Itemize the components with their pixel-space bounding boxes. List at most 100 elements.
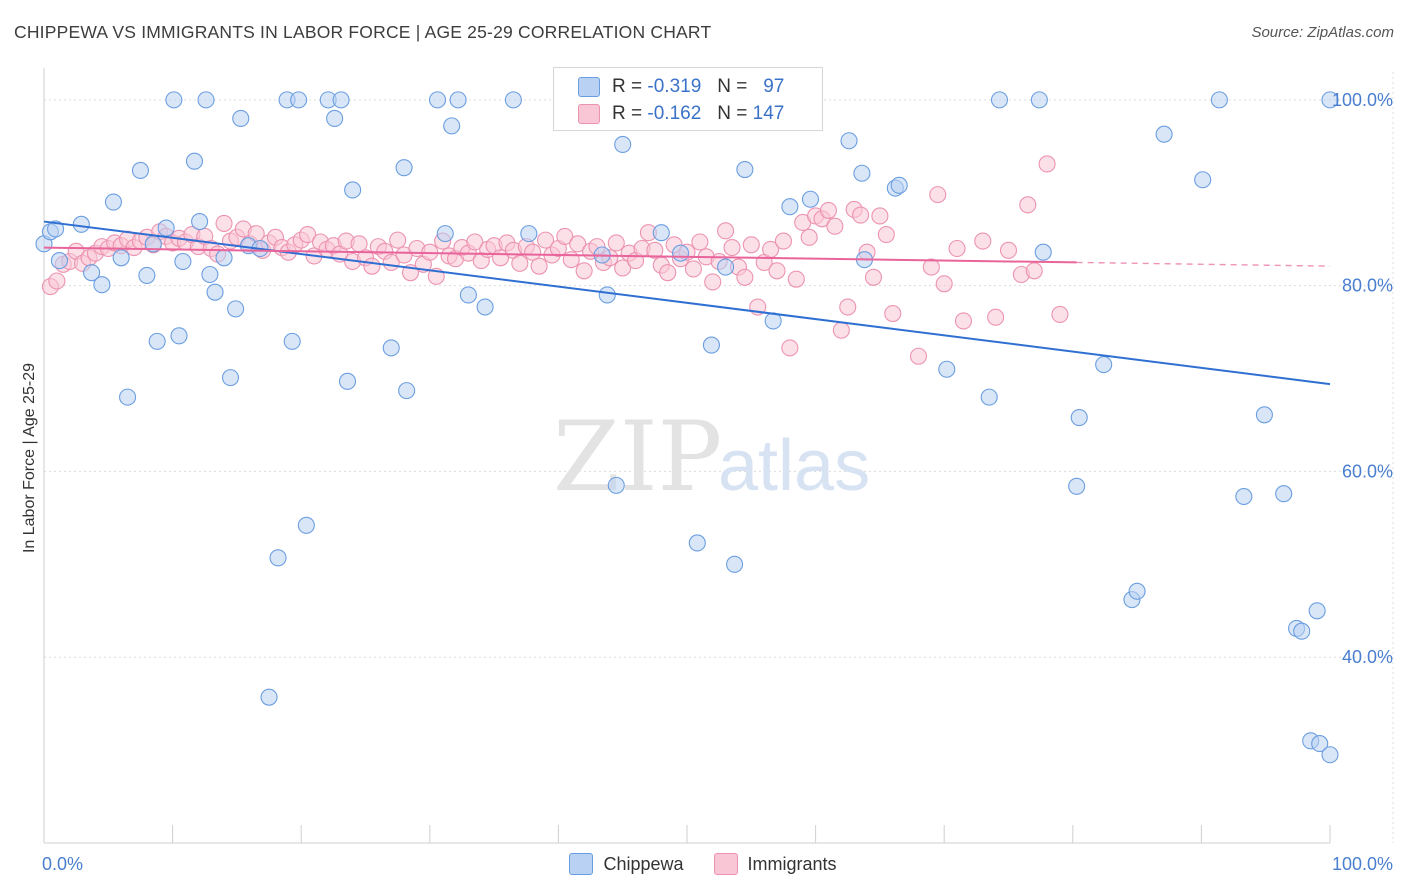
chippewa-point xyxy=(1034,243,1052,261)
immigrants-point xyxy=(871,207,889,225)
chippewa-point xyxy=(476,298,494,316)
chippewa-point xyxy=(853,164,871,182)
y-tick-label: 100.0% xyxy=(1332,90,1393,110)
chippewa-point xyxy=(504,91,522,109)
chippewa-point xyxy=(1128,582,1146,600)
immigrants-point xyxy=(511,254,529,272)
chippewa-point xyxy=(840,132,858,150)
immigrants-point xyxy=(299,226,317,244)
legend-swatch-chippewa xyxy=(569,853,594,875)
immigrants-point xyxy=(1025,262,1043,280)
immigrants-trend-extension xyxy=(1076,261,1331,267)
chippewa-point xyxy=(326,109,344,127)
chippewa-point xyxy=(1321,746,1339,764)
chippewa-point xyxy=(1095,356,1113,374)
chippewa-point xyxy=(112,249,130,267)
chippewa-point xyxy=(131,161,149,180)
immigrants-point xyxy=(684,260,702,278)
legend-r-label: R = xyxy=(612,76,643,97)
immigrants-point xyxy=(569,235,587,253)
legend-item-chippewa: Chippewa xyxy=(569,853,684,875)
chippewa-point xyxy=(283,332,301,350)
legend-swatch-immigrants xyxy=(713,853,738,875)
legend-n-value: 97 xyxy=(763,76,785,97)
immigrants-point xyxy=(717,222,735,240)
chippewa-point xyxy=(344,181,362,199)
immigrants-point xyxy=(736,268,754,286)
chippewa-point xyxy=(227,300,245,318)
immigrants-point xyxy=(659,264,677,282)
immigrants-point xyxy=(948,239,966,258)
immigrants-point xyxy=(536,231,555,249)
chippewa-point xyxy=(170,327,188,345)
chippewa-point xyxy=(614,135,632,154)
immigrants-point xyxy=(787,270,805,288)
legend-label-chippewa: Chippewa xyxy=(603,853,684,874)
legend-label-immigrants: Immigrants xyxy=(747,853,837,874)
immigrants-point xyxy=(987,308,1005,326)
immigrants-point xyxy=(48,272,66,290)
chippewa-point xyxy=(1235,487,1253,506)
chippewa-point xyxy=(801,190,820,208)
y-tick-label: 60.0% xyxy=(1342,461,1393,481)
immigrants-point xyxy=(562,251,580,269)
chippewa-point xyxy=(1194,171,1212,189)
chippewa-point xyxy=(157,219,175,237)
immigrants-point xyxy=(864,268,883,286)
chippewa-point xyxy=(93,276,111,294)
chippewa-point xyxy=(165,91,183,109)
legend-row-chippewa: R = -0.319 N = 97 xyxy=(578,75,784,99)
chippewa-point xyxy=(1030,91,1048,109)
chippewa-point xyxy=(50,252,68,270)
chippewa-point xyxy=(382,339,400,357)
chippewa-point xyxy=(398,382,416,400)
immigrants-point xyxy=(832,321,850,339)
chippewa-point xyxy=(338,372,357,390)
immigrants-point xyxy=(575,262,593,280)
axes-layer xyxy=(43,68,1331,844)
chippewa-point xyxy=(1308,602,1326,620)
immigrants-point xyxy=(1038,155,1056,173)
chippewa-point xyxy=(138,266,156,284)
chippewa-point xyxy=(191,213,209,231)
chippewa-point xyxy=(1311,735,1329,753)
chippewa-point xyxy=(938,360,956,378)
chippewa-point xyxy=(269,549,287,567)
watermark-zip: ZIP xyxy=(553,401,722,513)
trend-layer xyxy=(43,220,1331,386)
immigrants-point xyxy=(839,298,857,316)
chippewa-point xyxy=(717,258,735,276)
legend-stats: R = -0.319 N = 97 R = -0.162 N = 147 xyxy=(553,67,823,131)
chart-source: Source: ZipAtlas.com xyxy=(1251,24,1394,41)
chippewa-point xyxy=(332,91,350,109)
chippewa-point xyxy=(726,555,744,573)
chippewa-point xyxy=(436,225,454,243)
chippewa-trend-line xyxy=(43,220,1331,386)
legend-n-value: 147 xyxy=(752,103,785,124)
legend-swatch-chippewa xyxy=(578,77,600,97)
chippewa-point xyxy=(185,152,204,170)
chippewa-point xyxy=(197,91,215,109)
chippewa-point xyxy=(1255,406,1273,424)
immigrants-point xyxy=(363,257,381,275)
immigrants-point xyxy=(1019,196,1037,214)
chippewa-point xyxy=(148,332,166,350)
chippewa-point xyxy=(290,91,308,109)
immigrants-point xyxy=(922,258,940,276)
legend-r-label: R = xyxy=(612,103,643,124)
immigrants-point xyxy=(954,312,973,330)
chippewa-point xyxy=(598,286,616,304)
chippewa-point xyxy=(1321,91,1339,109)
chippewa-point xyxy=(1293,622,1311,640)
chippewa-point xyxy=(672,244,690,262)
chippewa-point xyxy=(428,91,447,109)
y-tick-label: 40.0% xyxy=(1342,647,1393,667)
ticks-layer: 40.0% 60.0% 80.0% 100.0% 0.0% 100.0% xyxy=(42,90,1393,874)
legend-n-label: N = xyxy=(717,103,748,124)
chippewa-point xyxy=(607,476,625,494)
chippewa-point xyxy=(688,534,706,552)
chippewa-point xyxy=(119,388,137,406)
legend-item-immigrants: Immigrants xyxy=(713,853,837,875)
chippewa-point xyxy=(206,283,224,301)
immigrants-point xyxy=(614,259,632,277)
